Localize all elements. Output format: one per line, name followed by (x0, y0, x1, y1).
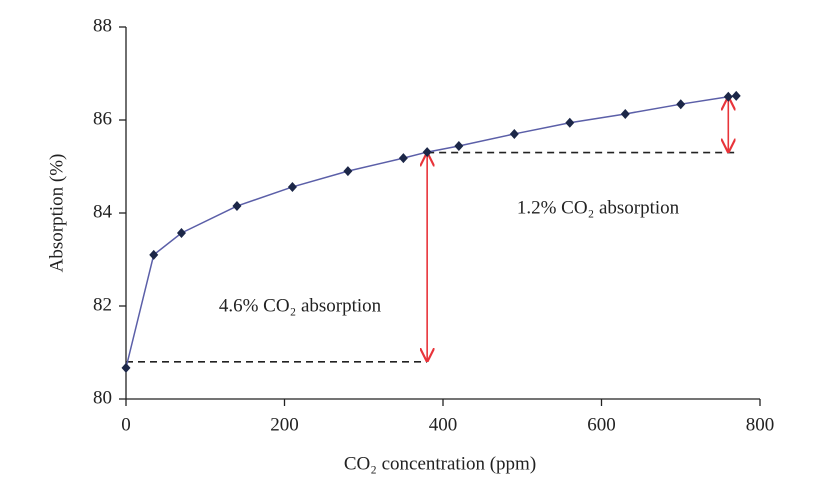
marker (731, 90, 741, 101)
y-tick-label: 82 (93, 294, 112, 315)
y-tick-label: 80 (93, 387, 112, 408)
marker (454, 141, 464, 152)
x-tick-label: 200 (270, 414, 299, 435)
marker (287, 181, 297, 192)
marker (565, 117, 575, 128)
x-tick-label: 400 (429, 414, 458, 435)
marker (149, 249, 159, 260)
marker (176, 227, 186, 238)
marker (121, 362, 131, 373)
marker (398, 153, 408, 164)
x-tick-label: 600 (587, 414, 616, 435)
y-tick-label: 88 (93, 15, 112, 36)
x-tick-label: 800 (746, 414, 775, 435)
annotation: 4.6% CO₂ absorption (219, 295, 382, 316)
y-tick-label: 84 (93, 201, 113, 222)
marker (509, 128, 519, 139)
marker (232, 201, 242, 212)
x-tick-label: 0 (121, 414, 131, 435)
y-axis-label: Absorption (%) (46, 154, 67, 273)
line (125, 95, 737, 369)
x-axis-label: CO₂ concentration (ppm) (344, 453, 536, 474)
y-tick-label: 86 (93, 108, 112, 129)
marker (676, 99, 686, 110)
marker (723, 91, 733, 102)
marker (343, 166, 353, 177)
annotation: 1.2% CO₂ absorption (517, 197, 680, 218)
marker (422, 147, 432, 158)
marker (620, 108, 630, 119)
